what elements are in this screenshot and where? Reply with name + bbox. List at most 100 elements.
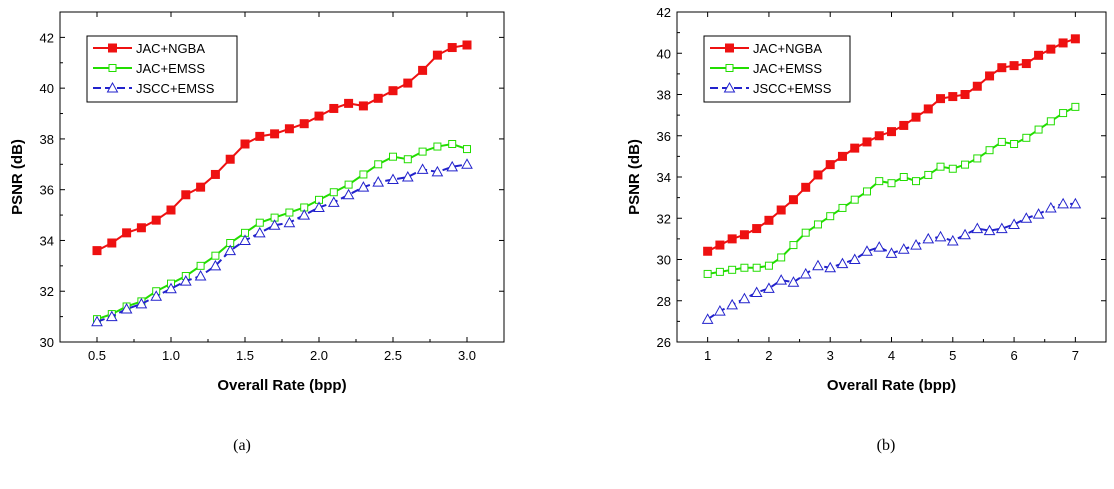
data-point [728,265,737,274]
data-point [1034,125,1043,134]
y-tick-label: 40 [657,46,671,61]
data-point [1032,208,1045,219]
y-tick-label: 32 [657,211,671,226]
data-point [1008,218,1020,229]
data-point [813,220,822,229]
data-point [298,209,311,220]
data-point [120,302,133,314]
subfigure-caption: (b) [877,437,896,454]
series-jac-ngba [92,40,472,256]
data-point [373,93,383,103]
data-point [179,275,192,286]
data-point [862,137,872,147]
data-point [357,181,370,192]
data-point [1057,197,1069,209]
data-point [813,170,823,180]
data-point [739,230,749,240]
data-point [862,187,871,196]
data-point [1046,117,1055,126]
data-point [912,177,921,186]
data-point [299,119,309,129]
data-point [108,64,117,72]
data-point [313,201,325,212]
data-point [1044,201,1057,213]
data-point [1046,44,1056,54]
data-point [985,146,994,155]
x-tick-label: 3.0 [458,348,476,363]
data-point [936,94,946,104]
data-point [701,313,714,324]
x-tick-label: 6 [1010,348,1017,363]
data-point [418,65,428,75]
data-point [403,78,413,88]
data-point [196,182,206,192]
series-jac-emss [703,102,1080,278]
data-point [714,305,726,316]
y-tick-label: 32 [40,284,54,299]
data-point [285,208,294,217]
data-point [181,190,191,200]
data-point [971,222,984,234]
x-tick-label: 3 [827,348,834,363]
data-point [1071,102,1080,111]
legend-label: JAC+EMSS [136,61,205,76]
y-tick-label: 40 [40,81,54,96]
data-point [777,253,786,262]
chart-a: 0.5 1.0 1.5 2.0 2.5 3.0 30 32 34 36 38 40 42 Overall … [9,11,505,454]
data-point [108,43,117,53]
data-point [703,246,713,256]
data-point [983,224,996,236]
data-point [463,145,471,154]
data-point [268,219,281,230]
data-point [196,261,205,270]
data-point [135,297,148,309]
x-axis-title: Overall Rate (bpp) [827,377,956,394]
data-point [284,124,294,134]
data-point [210,169,220,179]
data-point [270,129,280,139]
legend-label: JSCC+EMSS [753,81,832,96]
data-point [225,154,235,164]
data-point [239,234,251,245]
data-point [194,269,207,281]
data-point [812,259,824,271]
data-point [961,160,970,169]
y-tick-label: 30 [40,335,54,350]
series-line [707,202,1076,321]
data-point [329,188,338,197]
data-point [997,137,1006,146]
data-point [725,43,734,53]
data-point [850,195,859,204]
data-point [283,216,296,228]
data-point [922,232,935,244]
data-point [1022,133,1031,142]
data-point [1021,59,1031,69]
x-tick-label: 2.5 [384,348,402,363]
data-point [403,155,412,164]
data-point [255,131,265,141]
y-axis-title: PSNR (dB) [626,139,643,215]
data-point [105,310,118,322]
data-point [416,163,429,174]
data-point [255,218,264,227]
data-point [253,226,266,238]
data-point [750,286,763,297]
y-tick-label: 34 [657,170,671,185]
y-tick-label: 38 [40,132,54,147]
y-tick-label: 42 [40,30,54,45]
data-point [1059,109,1068,118]
legend-label: JAC+NGBA [136,41,205,56]
data-point [959,228,971,240]
data-point [948,164,957,173]
data-point [703,269,712,278]
data-point [897,243,910,254]
x-tick-label: 5 [949,348,956,363]
y-tick-label: 38 [657,88,671,103]
data-point [924,170,933,179]
data-point [861,245,873,256]
data-point [387,173,399,185]
data-point [873,241,886,252]
data-point [801,228,810,237]
data-point [374,160,383,169]
